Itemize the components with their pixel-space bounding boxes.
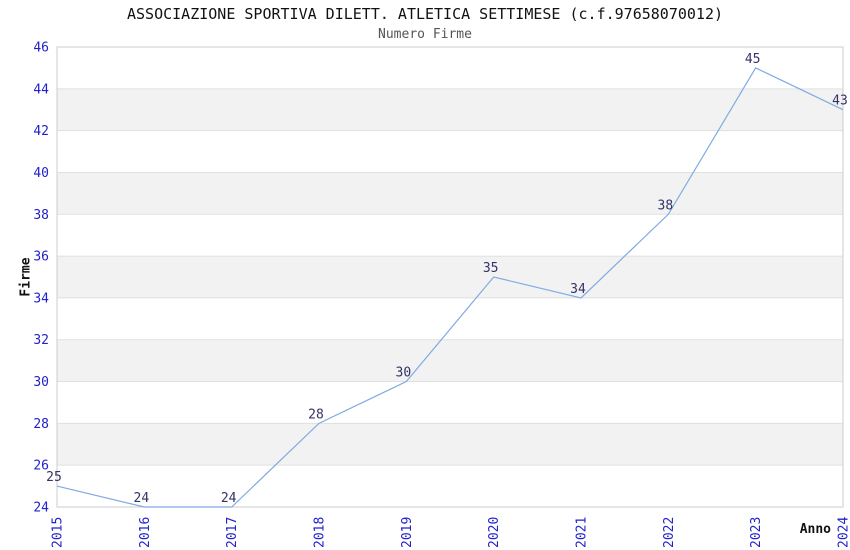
x-tick-label: 2017 — [225, 517, 240, 548]
chart-title: ASSOCIAZIONE SPORTIVA DILETT. ATLETICA S… — [126, 5, 724, 23]
x-tick-label: 2020 — [487, 517, 502, 548]
x-tick-label: 2021 — [575, 517, 590, 548]
x-tick-label: 2016 — [138, 517, 153, 548]
y-tick-label: 42 — [33, 124, 49, 139]
x-tick-label: 2019 — [400, 517, 415, 548]
grid-band — [57, 88, 843, 131]
y-tick-label: 30 — [33, 375, 49, 390]
data-point-label: 35 — [483, 261, 499, 276]
y-tick-label: 28 — [33, 417, 49, 432]
y-tick-label: 32 — [33, 333, 49, 348]
data-point-label: 24 — [221, 491, 237, 506]
data-point-label: 25 — [46, 470, 62, 485]
grid-band — [57, 172, 843, 215]
data-point-label: 43 — [832, 94, 848, 109]
y-tick-label: 36 — [33, 250, 49, 265]
chart-subtitle: Numero Firme — [378, 27, 472, 42]
grid-band — [57, 423, 843, 466]
y-tick-label: 26 — [33, 459, 49, 474]
y-tick-label: 34 — [33, 291, 49, 306]
x-tick-label: 2018 — [313, 517, 328, 548]
y-tick-label: 38 — [33, 208, 49, 223]
data-point-label: 30 — [396, 366, 412, 381]
x-tick-label: 2024 — [837, 517, 850, 548]
grid-band — [57, 256, 843, 298]
data-point-label: 38 — [658, 198, 674, 213]
y-tick-label: 24 — [33, 501, 49, 516]
y-tick-label: 40 — [33, 166, 49, 181]
x-tick-label: 2023 — [749, 517, 764, 548]
x-tick-label: 2022 — [662, 517, 677, 548]
data-point-label: 28 — [308, 407, 324, 422]
data-point-label: 45 — [745, 52, 761, 67]
y-tick-label: 46 — [33, 41, 49, 56]
plot-border — [56, 46, 844, 508]
x-tick-label: 2015 — [51, 517, 66, 548]
data-point-label: 24 — [134, 491, 150, 506]
y-tick-label: 44 — [33, 82, 49, 97]
series-line — [56, 67, 844, 508]
data-point-label: 34 — [570, 282, 586, 297]
grid-band — [57, 339, 843, 382]
x-axis-title: Anno — [799, 522, 831, 537]
